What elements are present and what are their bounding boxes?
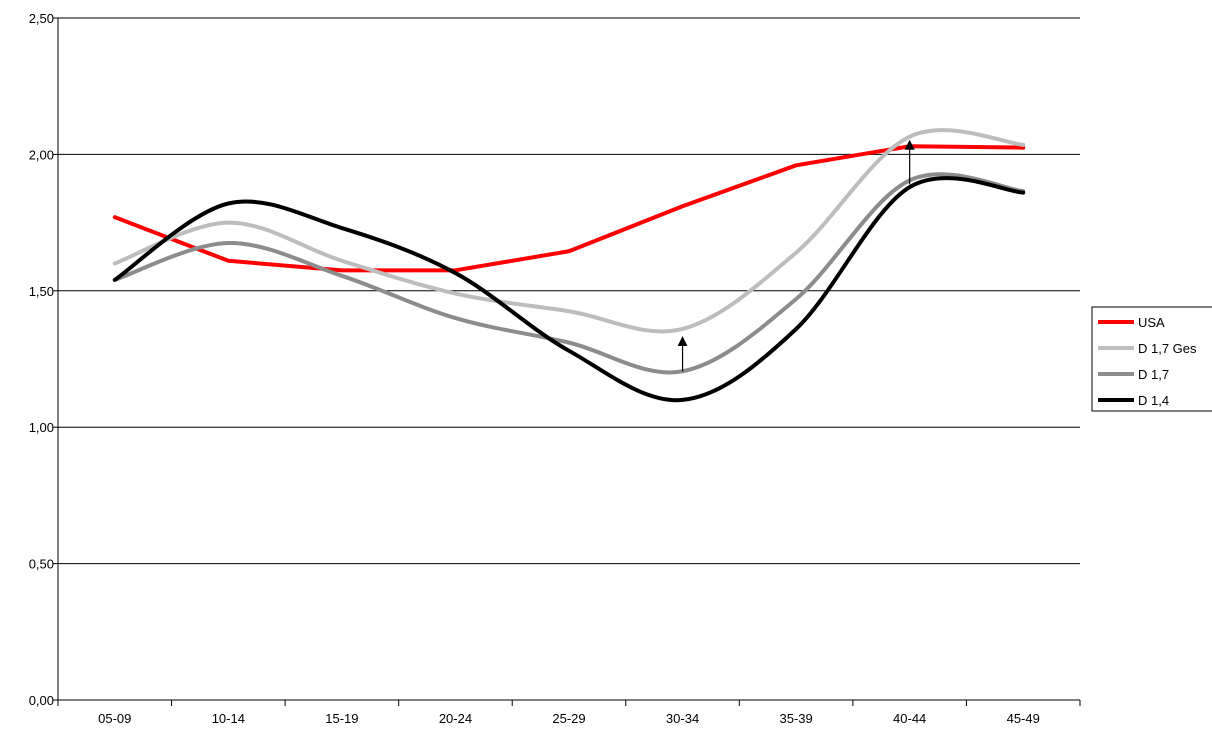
legend-label: D 1,7 Ges xyxy=(1138,341,1197,356)
legend-label: USA xyxy=(1138,315,1165,330)
x-tick-labels: 05-09 10-14 15-19 20-24 25-29 30-34 35-39 40-44… xyxy=(98,711,1040,726)
y-tick-label: 1,00 xyxy=(29,420,54,435)
y-tick-label: 0,50 xyxy=(29,557,54,572)
x-tick-label: 35-39 xyxy=(779,711,812,726)
legend-box xyxy=(1091,306,1212,412)
y-tick-label: 0,00 xyxy=(29,693,54,708)
annotations xyxy=(677,139,915,372)
gridlines xyxy=(53,17,1080,701)
x-tick-label: 10-14 xyxy=(212,711,245,726)
y-tick-label: 1,50 xyxy=(29,284,54,299)
plot-area xyxy=(58,18,1080,700)
x-tick-label: 20-24 xyxy=(439,711,472,726)
series-line-d-1-4 xyxy=(112,176,1026,403)
legend-label: D 1,4 xyxy=(1138,393,1169,408)
x-tick-label: 15-19 xyxy=(325,711,358,726)
y-tick-label: 2,50 xyxy=(29,11,54,26)
series-lines xyxy=(112,128,1026,403)
legend-label: D 1,7 xyxy=(1138,367,1169,382)
y-tick-labels: 0,00 0,50 1,00 1,50 2,00 2,50 xyxy=(29,11,54,708)
series-line-d-1-7 xyxy=(112,172,1026,375)
axes xyxy=(57,18,1081,706)
series-line-usa xyxy=(112,144,1026,273)
x-tick-label: 45-49 xyxy=(1007,711,1040,726)
legend: USA D 1,7 Ges D 1,7 D 1,4 xyxy=(1091,306,1212,412)
x-tick-label: 30-34 xyxy=(666,711,699,726)
x-tick-label: 25-29 xyxy=(552,711,585,726)
y-tick-label: 2,00 xyxy=(29,147,54,162)
x-tick-label: 40-44 xyxy=(893,711,926,726)
x-tick-label: 05-09 xyxy=(98,711,131,726)
series-line-d-1-7-ges xyxy=(112,128,1026,334)
